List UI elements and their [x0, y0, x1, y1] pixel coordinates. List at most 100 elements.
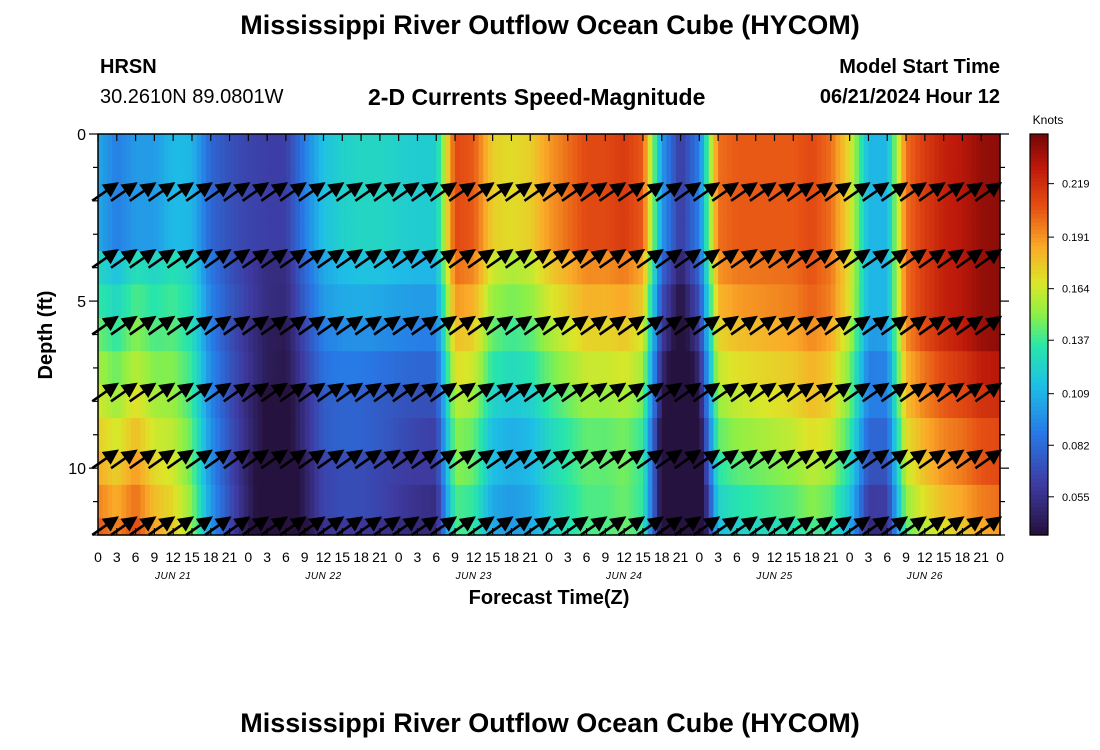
heat-cell: [191, 384, 198, 419]
heat-cell: [253, 451, 259, 486]
heat-cell: [751, 418, 757, 453]
heat-cell: [694, 284, 700, 319]
heat-cell: [290, 451, 296, 486]
heat-cell: [112, 134, 118, 177]
heat-cell: [877, 217, 884, 252]
heat-cell: [238, 284, 245, 319]
heat-cell: [196, 484, 202, 519]
heat-cell: [797, 134, 804, 177]
heat-cell: [549, 134, 555, 177]
current-arrow: [843, 315, 871, 336]
heat-cell: [661, 175, 668, 219]
heat-cell: [802, 175, 808, 219]
heat-cell: [962, 217, 968, 252]
current-arrow: [861, 382, 890, 403]
current-arrow: [429, 382, 458, 403]
heat-cell: [891, 351, 898, 386]
heat-cell: [243, 250, 249, 285]
current-arrow: [824, 182, 852, 202]
heat-cell: [459, 484, 466, 519]
heat-cell: [957, 217, 964, 252]
current-arrow: [316, 249, 345, 269]
colorbar-swatch: [1030, 238, 1048, 243]
current-arrow: [486, 249, 514, 269]
heat-cell: [300, 134, 306, 177]
heat-cell: [901, 384, 907, 419]
heat-cell: [572, 317, 578, 352]
heat-cell: [408, 451, 414, 486]
heat-cell: [967, 250, 973, 285]
heat-cell: [953, 351, 959, 386]
heat-cell: [445, 250, 451, 285]
current-arrow: [335, 449, 364, 470]
heat-cell: [361, 451, 367, 486]
heat-cell: [173, 351, 179, 386]
heat-cell: [210, 418, 217, 453]
colorbar-swatch: [1030, 494, 1048, 500]
current-arrow: [373, 382, 401, 403]
current-arrow: [824, 449, 852, 470]
heat-cell: [177, 175, 184, 219]
current-arrow: [899, 315, 927, 336]
heat-cell: [788, 451, 794, 486]
heat-cell: [530, 451, 536, 486]
heat-cell: [736, 217, 743, 252]
heat-cell: [600, 250, 606, 285]
heat-cell: [300, 384, 306, 419]
heat-cell: [600, 418, 606, 453]
heat-cell: [361, 134, 367, 177]
heat-cell: [116, 175, 123, 219]
heat-cell: [713, 351, 719, 386]
heat-cell: [238, 484, 245, 519]
heat-cell: [215, 451, 221, 486]
x-date-label: JUN 25: [755, 571, 792, 582]
heat-cell: [426, 175, 433, 219]
heat-cell: [534, 250, 541, 285]
heat-cell: [628, 134, 635, 177]
heat-cell: [506, 284, 513, 319]
heat-cell: [107, 484, 113, 519]
heat-cell: [182, 451, 188, 486]
heat-cell: [760, 134, 766, 177]
heat-cell: [530, 317, 536, 352]
x-tick-label: 21: [823, 549, 839, 565]
current-arrow: [880, 182, 909, 202]
heat-cell: [699, 351, 705, 386]
x-tick-label: 12: [917, 549, 933, 565]
heat-cell: [605, 351, 611, 386]
current-arrow: [204, 382, 232, 403]
heat-cell: [206, 250, 212, 285]
heat-cell: [398, 217, 404, 252]
heat-cell: [304, 451, 311, 486]
heat-cell: [638, 451, 644, 486]
heat-cell: [718, 175, 724, 219]
heat-cell: [492, 217, 498, 252]
colorbar-swatch: [1030, 386, 1048, 392]
heat-cell: [112, 484, 118, 519]
heat-cell: [300, 217, 306, 252]
heat-cell: [821, 317, 827, 352]
heat-cell: [666, 284, 672, 319]
heat-cell: [891, 284, 898, 319]
heat-cell: [896, 418, 902, 453]
heat-cell: [727, 484, 733, 519]
current-arrow: [786, 516, 815, 537]
colorbar-swatch: [1030, 206, 1048, 211]
heat-cell: [478, 175, 484, 219]
heat-cell: [398, 317, 404, 352]
heat-cell: [962, 134, 968, 177]
heat-cell: [530, 484, 536, 519]
heat-cell: [473, 317, 480, 352]
current-arrow: [298, 315, 326, 336]
heat-cell: [624, 134, 630, 177]
heat-cell: [605, 518, 611, 536]
heat-cell: [361, 250, 367, 285]
heat-cell: [220, 384, 226, 419]
heat-cell: [934, 351, 940, 386]
heat-cell: [206, 284, 212, 319]
heat-cell: [877, 351, 884, 386]
heat-cell: [163, 175, 170, 219]
heat-cell: [953, 317, 959, 352]
heat-cell: [699, 250, 705, 285]
colorbar-swatch: [1030, 410, 1048, 416]
